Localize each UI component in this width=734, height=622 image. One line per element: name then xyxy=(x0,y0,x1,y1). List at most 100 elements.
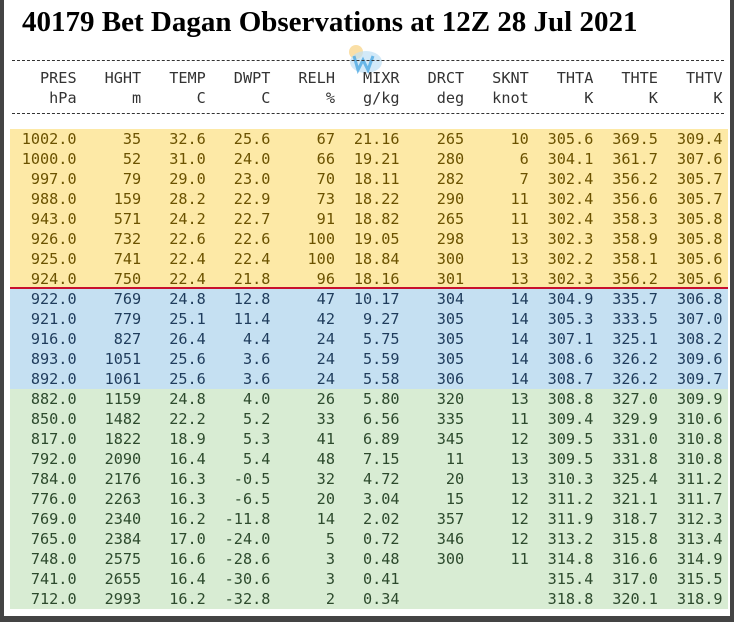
column-unit: g/kg xyxy=(362,89,400,107)
cell-temp: 24.2 xyxy=(169,210,206,228)
cell-pres: 988.0 xyxy=(30,190,77,208)
cell-drct: 346 xyxy=(436,530,465,548)
column-header-hght: HGHT xyxy=(104,69,142,87)
cell-pres: 765.0 xyxy=(30,530,77,548)
cell-dwpt: -6.5 xyxy=(233,490,271,508)
cell-drct: 11 xyxy=(445,450,465,468)
cell-thta: 313.2 xyxy=(547,530,594,548)
cell-dwpt: 3.6 xyxy=(242,350,271,368)
cell-sknt: 14 xyxy=(510,370,529,388)
cell-sknt: 14 xyxy=(510,290,529,308)
column-unit: hPa xyxy=(49,89,77,107)
column-unit: C xyxy=(261,89,271,107)
cell-sknt: 14 xyxy=(510,330,529,348)
cell-sknt: 6 xyxy=(519,150,529,168)
cell-sknt xyxy=(464,589,529,609)
cell-relh: 66 xyxy=(316,150,335,168)
cell-thta: 302.2 xyxy=(547,250,594,268)
cell-thte: 321.1 xyxy=(612,490,658,508)
cell-mixr: 9.27 xyxy=(362,310,400,328)
cell-mixr: 21.16 xyxy=(353,130,400,148)
cell-temp: 17.0 xyxy=(169,530,206,548)
cell-pres: 741.0 xyxy=(30,570,77,588)
cell-thta: 310.3 xyxy=(547,470,594,488)
cell-thte: 358.9 xyxy=(612,230,658,248)
cell-sknt: 11 xyxy=(510,410,529,428)
page-title: 40179 Bet Dagan Observations at 12Z 28 J… xyxy=(22,6,638,38)
cell-temp: 16.2 xyxy=(169,590,206,608)
band-yellow: 1002.0 35 32.6 25.6 67 21.16 265 10 305.6 369.5 30… xyxy=(10,129,728,289)
cell-temp: 25.6 xyxy=(169,370,206,388)
cell-thta: 302.3 xyxy=(547,270,594,288)
cell-thtv: 310.8 xyxy=(676,450,723,468)
cell-sknt: 12 xyxy=(510,430,529,448)
cell-thte: 335.7 xyxy=(612,290,658,308)
cell-pres: 922.0 xyxy=(30,290,77,308)
cell-drct: 305 xyxy=(436,350,465,368)
table-row: 850.0 1482 22.2 5.2 33 6.56 335 11 309.4 329.9 310… xyxy=(10,409,728,429)
cell-pres: 924.0 xyxy=(30,270,77,288)
table-row: 893.0 1051 25.6 3.6 24 5.59 305 14 308.6 326.2 309… xyxy=(10,349,728,369)
cell-dwpt: -28.6 xyxy=(224,550,271,568)
cell-thtv: 309.9 xyxy=(676,390,723,408)
cell-dwpt: 21.8 xyxy=(233,270,271,288)
cell-thte: 327.0 xyxy=(612,390,658,408)
cell-sknt: 14 xyxy=(510,310,529,328)
cell-relh: 100 xyxy=(307,250,335,268)
cell-thta: 304.9 xyxy=(547,290,594,308)
cell-hght: 1159 xyxy=(104,390,142,408)
cell-thta: 302.3 xyxy=(547,230,594,248)
cell-hght: 741 xyxy=(113,250,142,268)
cell-mixr: 0.41 xyxy=(362,570,400,588)
cell-pres: 921.0 xyxy=(30,310,77,328)
cell-temp: 26.4 xyxy=(169,330,206,348)
header-divider-top xyxy=(12,60,724,61)
cell-temp: 24.8 xyxy=(169,290,206,308)
cell-thta: 308.7 xyxy=(547,370,594,388)
cell-hght: 79 xyxy=(122,170,142,188)
cell-dwpt: 4.4 xyxy=(242,330,271,348)
cell-thtv: 314.9 xyxy=(676,550,723,568)
cell-drct: 335 xyxy=(436,410,465,428)
cell-mixr: 0.72 xyxy=(362,530,400,548)
cell-hght: 2575 xyxy=(104,550,142,568)
cell-thta: 318.8 xyxy=(547,590,594,608)
cell-relh: 26 xyxy=(316,390,335,408)
cell-thte: 358.3 xyxy=(612,210,658,228)
cell-pres: 850.0 xyxy=(30,410,77,428)
cell-sknt: 11 xyxy=(510,210,529,228)
cell-mixr: 2.02 xyxy=(362,510,400,528)
cell-pres: 892.0 xyxy=(30,370,77,388)
cell-hght: 2993 xyxy=(104,590,142,608)
cell-dwpt: -32.8 xyxy=(224,590,271,608)
cell-dwpt: 3.6 xyxy=(242,370,271,388)
cell-hght: 1482 xyxy=(104,410,142,428)
cell-thtv: 309.6 xyxy=(676,350,723,368)
cell-mixr: 6.89 xyxy=(362,430,400,448)
cell-mixr: 19.05 xyxy=(353,230,400,248)
table-row: 1002.0 35 32.6 25.6 67 21.16 265 10 305.6 369.5 30… xyxy=(10,129,728,149)
cell-mixr: 6.56 xyxy=(362,410,400,428)
cell-thta: 309.5 xyxy=(547,430,594,448)
column-header-dwpt: DWPT xyxy=(233,69,271,87)
cell-sknt: 11 xyxy=(510,550,529,568)
cell-drct: 280 xyxy=(436,150,465,168)
cell-thte: 331.8 xyxy=(612,450,658,468)
cell-temp: 22.4 xyxy=(169,270,206,288)
cell-temp: 16.4 xyxy=(169,450,206,468)
cell-thtv: 305.6 xyxy=(676,250,723,268)
column-unit: deg xyxy=(436,89,465,107)
column-header-mixr: MIXR xyxy=(362,69,400,87)
cell-hght: 571 xyxy=(113,210,142,228)
cell-dwpt: 24.0 xyxy=(233,150,271,168)
cell-relh: 20 xyxy=(316,490,335,508)
cell-hght: 2340 xyxy=(104,510,142,528)
cell-mixr: 3.04 xyxy=(362,490,400,508)
cell-thta: 308.6 xyxy=(547,350,594,368)
cell-thte: 325.4 xyxy=(612,470,658,488)
cell-hght: 2176 xyxy=(104,470,142,488)
cell-sknt: 14 xyxy=(510,350,529,368)
column-units: hPa m C C% g/kg deg knot K K K xyxy=(12,88,722,108)
table-row: 769.0 2340 16.2 -11.8 14 2.02 357 12 311.9 318.7 3… xyxy=(10,509,728,529)
cell-mixr: 4.72 xyxy=(362,470,400,488)
